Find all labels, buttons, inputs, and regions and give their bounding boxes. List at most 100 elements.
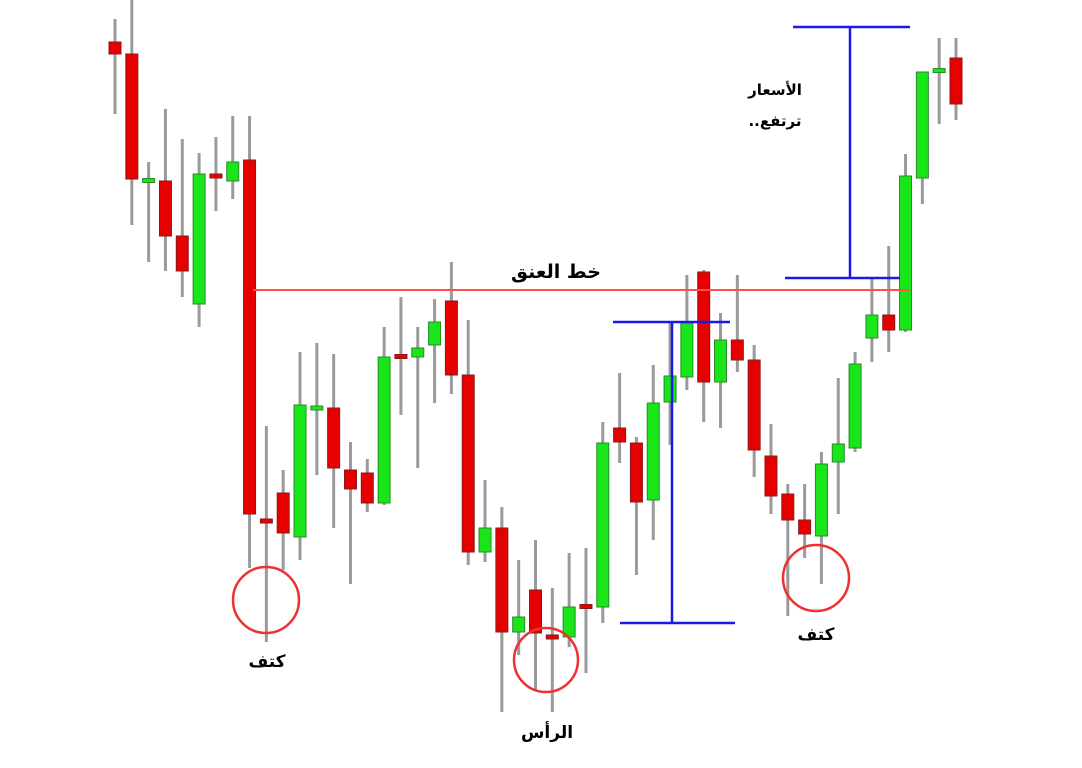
prices-rise-label-line2: ترتفع.. [748, 112, 801, 130]
measure-bracket [613, 320, 735, 625]
candle-body-down [343, 469, 357, 490]
candle [495, 507, 509, 712]
candle-body-down [949, 57, 963, 105]
candle-body-up [714, 339, 728, 383]
candle [327, 354, 341, 528]
candle-body-down [764, 455, 778, 497]
candle-body-up [192, 173, 206, 305]
candle [865, 278, 879, 362]
measure-bracket [785, 25, 910, 280]
candle-body-up [512, 616, 526, 633]
candle-body-down [545, 634, 559, 640]
candle [276, 470, 290, 570]
candle-body-down [394, 354, 408, 359]
candle [360, 459, 374, 512]
candle [461, 320, 475, 565]
candle [108, 19, 122, 114]
candle [814, 452, 828, 584]
candle [428, 299, 442, 403]
candle [209, 137, 223, 211]
candle-body-up [478, 527, 492, 553]
candle [444, 262, 458, 394]
candle [613, 373, 627, 463]
candle [798, 484, 812, 558]
candle-body-down [209, 173, 223, 179]
candle-body-up [915, 71, 929, 179]
candle-body-up [293, 404, 307, 538]
candle [714, 313, 728, 428]
candle-body-up [411, 347, 425, 358]
candle [949, 38, 963, 120]
candle [478, 480, 492, 562]
neckline-label: خط العنق [511, 261, 601, 283]
candle-body-up [562, 606, 576, 638]
candle [158, 109, 172, 271]
candle [915, 71, 929, 204]
candle-body-up [142, 178, 156, 183]
head-circle [512, 626, 580, 694]
candle-body-down [175, 235, 189, 272]
candle-body-down [158, 180, 172, 237]
candle-body-down [461, 374, 475, 553]
candle-body-down [243, 159, 257, 515]
candle [899, 154, 913, 332]
candle-body-down [882, 314, 896, 331]
candle-body-down [259, 518, 273, 524]
candle [226, 116, 240, 199]
candle [377, 327, 391, 505]
candle [142, 162, 156, 262]
candle-body-up [814, 463, 828, 537]
candle-body-down [579, 604, 593, 609]
candle [932, 38, 946, 124]
candle [394, 297, 408, 415]
candle-body-down [108, 41, 122, 55]
candle-body-down [613, 427, 627, 443]
candle-body-up [848, 363, 862, 449]
candle-body-up [428, 321, 442, 346]
candle-body-up [865, 314, 879, 339]
candle-body-up [831, 443, 845, 463]
candle-body-down [444, 300, 458, 376]
candle-body-down [798, 519, 812, 535]
candle-body-up [377, 356, 391, 504]
candle [697, 270, 711, 422]
candle [730, 275, 744, 372]
candle [125, 0, 139, 225]
candle [512, 560, 526, 655]
candle [243, 116, 257, 568]
candle-body-down [529, 589, 542, 634]
candle-body-down [747, 359, 761, 451]
candle [629, 437, 643, 575]
candle [529, 540, 542, 690]
candle [343, 442, 357, 584]
candle-body-up [226, 161, 240, 182]
candle-body-down [781, 493, 795, 521]
candle [680, 275, 694, 390]
candle [663, 323, 677, 445]
candle-body-down [327, 407, 341, 469]
candle [646, 365, 660, 540]
left-shoulder-label: كتف [248, 652, 285, 672]
candle [411, 327, 425, 468]
candle-body-down [730, 339, 744, 361]
overlays [231, 25, 910, 694]
candle-body-up [646, 402, 660, 501]
candle-body-down [125, 53, 139, 180]
candle-body-down [495, 527, 509, 633]
candle-body-down [697, 271, 711, 383]
candle-body-up [310, 405, 324, 411]
candle-body-down [629, 442, 643, 503]
candle [747, 345, 761, 477]
candle [831, 378, 845, 514]
left-shoulder-circle [231, 565, 301, 635]
candle-body-up [596, 442, 610, 608]
prices-rise-label-line1: الأسعار [747, 81, 802, 99]
candle [175, 139, 189, 297]
candle [293, 352, 307, 560]
candle-body-up [680, 322, 694, 378]
candle-body-down [360, 472, 374, 504]
candle [310, 343, 324, 475]
candle [259, 426, 273, 642]
candle [562, 553, 576, 647]
